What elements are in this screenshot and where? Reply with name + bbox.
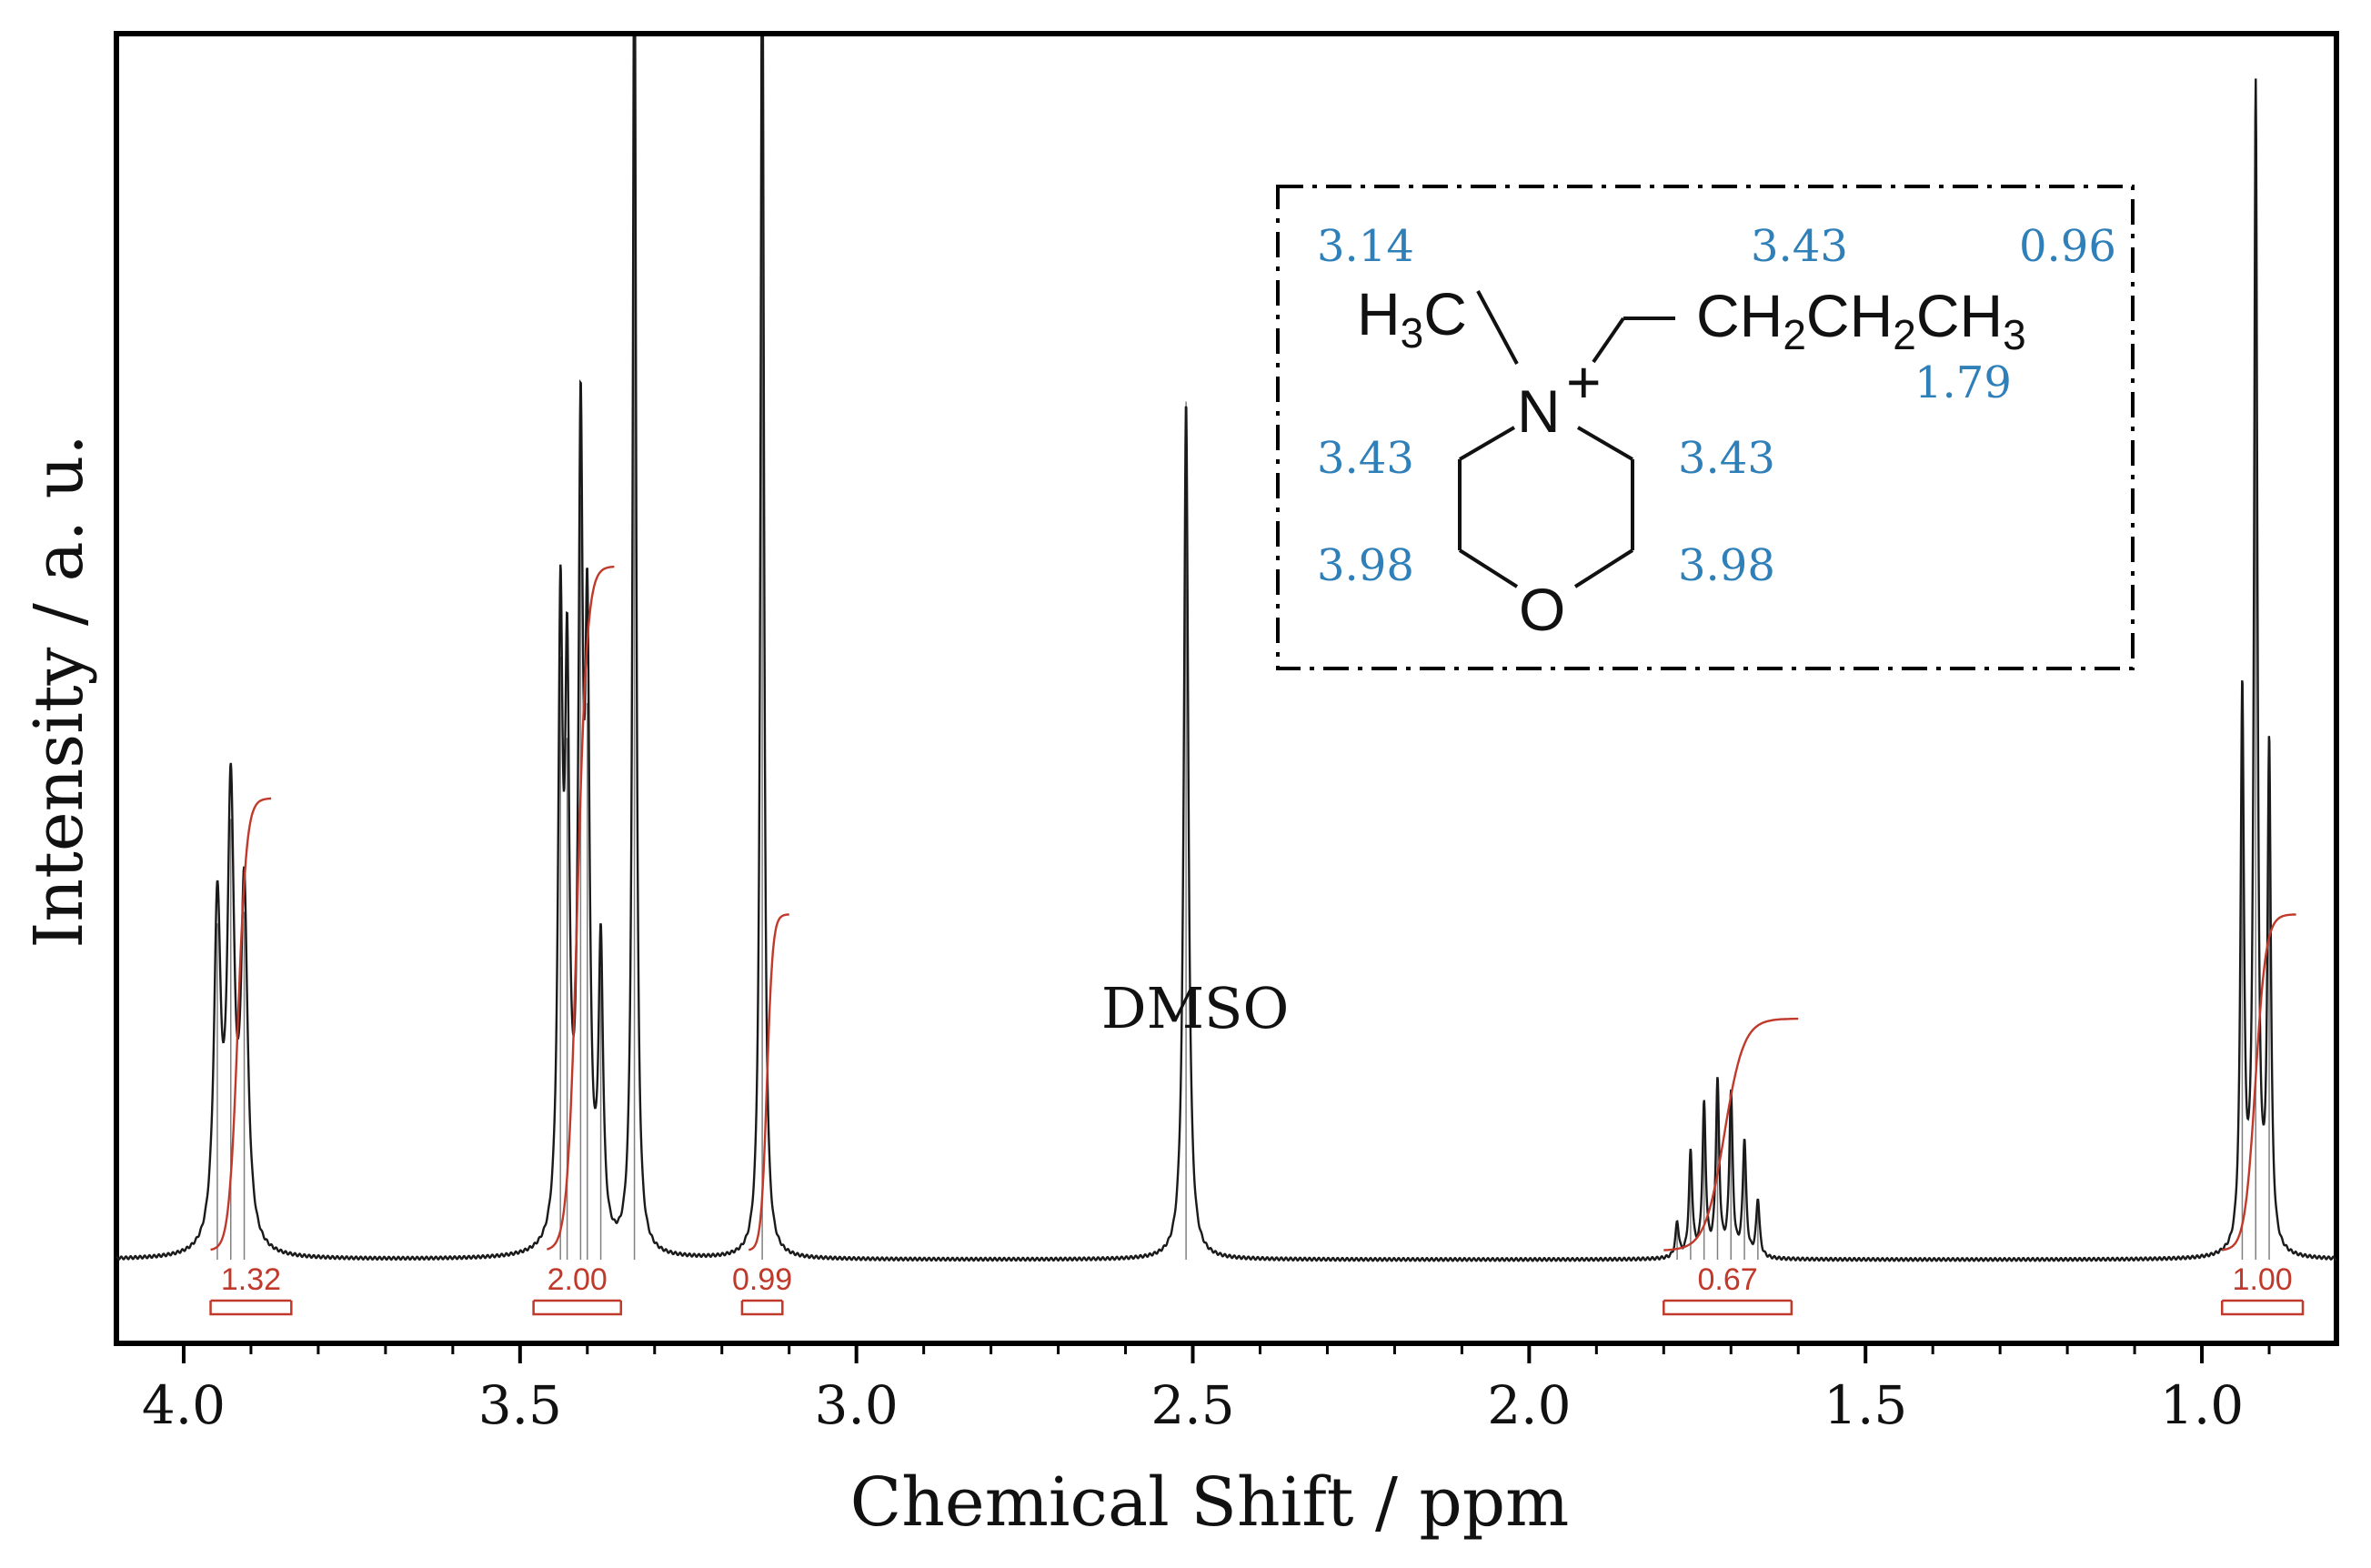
nitrogen-charge: + xyxy=(1566,348,1602,416)
shift-ring-nch2-right: 3.43 xyxy=(1678,433,1775,484)
x-tick-label: 3.5 xyxy=(478,1374,562,1436)
y-axis-title: Intensity / a. u. xyxy=(20,434,98,949)
shift-n-ch2: 3.43 xyxy=(1751,221,1848,272)
integral-bracket xyxy=(2221,1299,2305,1316)
shift-middle-ch2: 1.79 xyxy=(1914,357,2012,408)
integral-value-label: 1.32 xyxy=(221,1262,281,1297)
integral-layer: 1.32 2.00 0.99 0.67 1.00 xyxy=(209,565,2305,1316)
nitrogen-label: N xyxy=(1517,377,1561,445)
propyl-chain-label: CH2CH2CH3 xyxy=(1696,282,2026,358)
plot-frame xyxy=(114,31,2339,1346)
annotation-layer: DMSO xyxy=(1101,975,1290,1041)
integral-curve xyxy=(2222,913,2296,1251)
molecule-inset: H3C N + O CH2CH2CH3 3.14 3.43 0.96 1.79 … xyxy=(1276,185,2135,670)
integral-bracket xyxy=(1663,1299,1793,1316)
spectrum-trace xyxy=(116,36,2336,1262)
x-tick-label: 3.0 xyxy=(815,1374,899,1436)
bond-ring-left-o xyxy=(1458,548,1519,588)
integral-curve xyxy=(210,797,272,1251)
x-tick-label: 4.0 xyxy=(142,1374,226,1436)
integral-bracket xyxy=(740,1299,784,1316)
integral-value-label: 2.00 xyxy=(548,1262,608,1297)
bond-methyl-n xyxy=(1476,290,1519,365)
x-tick-label: 2.5 xyxy=(1150,1374,1234,1436)
shift-n-methyl: 3.14 xyxy=(1317,221,1414,272)
bond-ring-right-o xyxy=(1573,548,1634,588)
shift-ring-nch2-left: 3.43 xyxy=(1317,433,1414,484)
solvent-annotation: DMSO xyxy=(1101,975,1290,1041)
bond-ring-n-left xyxy=(1458,426,1516,461)
shift-ring-och2-right: 3.98 xyxy=(1678,540,1775,591)
integral-bracket xyxy=(532,1299,623,1316)
inset-frame xyxy=(1276,185,2135,670)
integral-bracket xyxy=(209,1299,293,1316)
x-axis-ticks: 4.0 3.5 3.0 2.5 2.0 1.5 1.0 xyxy=(142,1343,2271,1436)
x-axis-title: Chemical Shift / ppm xyxy=(850,1463,1570,1542)
shift-terminal-ch3: 0.96 xyxy=(2019,221,2116,272)
x-tick-label: 1.0 xyxy=(2160,1374,2244,1436)
integral-value-label: 0.99 xyxy=(732,1262,792,1297)
integral-curve xyxy=(547,565,615,1251)
x-tick-label: 2.0 xyxy=(1487,1374,1571,1436)
oxygen-label: O xyxy=(1519,576,1565,643)
integral-curve xyxy=(748,913,789,1251)
shift-ring-och2-left: 3.98 xyxy=(1317,540,1414,591)
integral-value-label: 1.00 xyxy=(2233,1262,2293,1297)
integral-value-label: 0.67 xyxy=(1697,1262,1757,1297)
x-tick-label: 1.5 xyxy=(1823,1374,1907,1436)
integral-curve xyxy=(1663,1017,1799,1251)
bond-ring-n-right xyxy=(1576,426,1634,461)
bond-n-ch2-a xyxy=(1592,317,1625,364)
